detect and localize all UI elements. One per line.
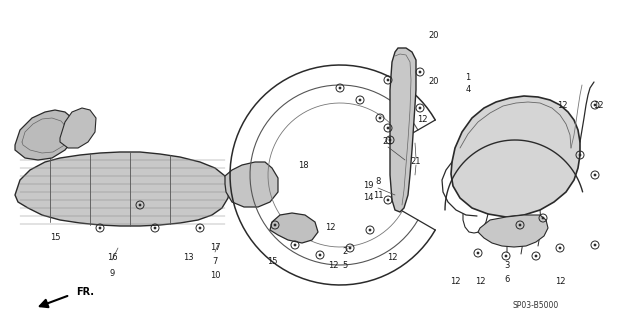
Text: 15: 15 <box>267 256 277 265</box>
Text: 12: 12 <box>387 254 397 263</box>
Circle shape <box>358 99 362 101</box>
Circle shape <box>294 244 296 246</box>
Circle shape <box>594 104 596 107</box>
Text: 6: 6 <box>504 275 509 284</box>
Text: FR.: FR. <box>76 287 94 297</box>
Circle shape <box>319 254 321 256</box>
Circle shape <box>369 229 371 231</box>
Circle shape <box>387 199 389 201</box>
Polygon shape <box>478 215 548 247</box>
Text: 12: 12 <box>475 278 485 286</box>
Text: 17: 17 <box>210 243 220 253</box>
Text: 2: 2 <box>342 248 348 256</box>
Text: 4: 4 <box>465 85 470 94</box>
Text: 8: 8 <box>375 177 381 187</box>
Text: 7: 7 <box>212 256 218 265</box>
Circle shape <box>154 226 156 229</box>
Circle shape <box>534 255 538 257</box>
Text: 19: 19 <box>363 181 373 189</box>
Text: 12: 12 <box>328 261 339 270</box>
Circle shape <box>594 174 596 176</box>
Circle shape <box>518 224 522 226</box>
Text: 12: 12 <box>417 115 428 124</box>
Text: 21: 21 <box>383 137 393 146</box>
Text: 3: 3 <box>504 261 509 270</box>
Circle shape <box>339 86 341 89</box>
Text: 12: 12 <box>555 278 565 286</box>
Circle shape <box>594 244 596 246</box>
Circle shape <box>419 107 421 109</box>
Circle shape <box>504 255 508 257</box>
Text: 20: 20 <box>429 31 439 40</box>
Circle shape <box>379 117 381 119</box>
Text: 14: 14 <box>363 194 373 203</box>
Polygon shape <box>225 162 278 207</box>
Circle shape <box>387 78 389 81</box>
Text: 12: 12 <box>557 100 567 109</box>
Text: 21: 21 <box>411 158 421 167</box>
Text: 10: 10 <box>210 271 220 279</box>
Text: 12: 12 <box>324 224 335 233</box>
Circle shape <box>541 217 545 219</box>
Circle shape <box>387 127 389 130</box>
Circle shape <box>198 226 202 229</box>
Text: 5: 5 <box>342 262 348 271</box>
Polygon shape <box>15 110 75 160</box>
Polygon shape <box>15 152 230 226</box>
Text: 20: 20 <box>429 78 439 86</box>
Text: 18: 18 <box>298 161 308 170</box>
Circle shape <box>99 226 101 229</box>
Text: 9: 9 <box>109 269 115 278</box>
Text: 1: 1 <box>465 72 470 81</box>
Text: 16: 16 <box>107 253 117 262</box>
Text: 12: 12 <box>593 100 604 109</box>
Circle shape <box>274 224 276 226</box>
Text: 15: 15 <box>50 233 60 241</box>
Circle shape <box>477 252 479 254</box>
Circle shape <box>579 154 581 156</box>
Text: 12: 12 <box>450 278 460 286</box>
Polygon shape <box>60 108 96 148</box>
Polygon shape <box>390 48 416 212</box>
Text: 11: 11 <box>372 191 383 201</box>
Circle shape <box>388 138 392 141</box>
Text: SP03-B5000: SP03-B5000 <box>513 300 559 309</box>
Circle shape <box>349 247 351 249</box>
Circle shape <box>139 204 141 206</box>
Text: 13: 13 <box>182 253 193 262</box>
Circle shape <box>419 70 421 73</box>
Polygon shape <box>270 213 318 243</box>
Polygon shape <box>451 96 580 217</box>
Circle shape <box>559 247 561 249</box>
